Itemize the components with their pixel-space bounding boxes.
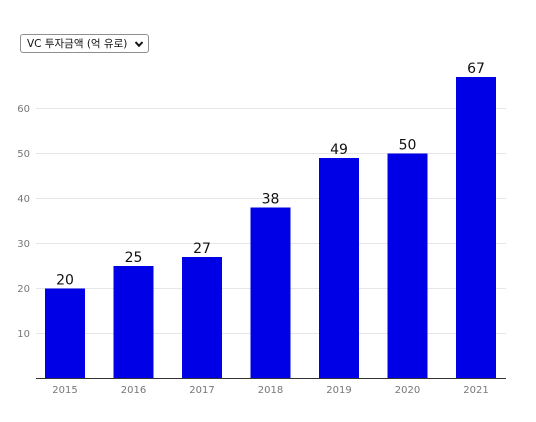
x-tick-label: 2017 — [189, 385, 214, 396]
metric-dropdown[interactable]: VC 투자금액 (억 유로) — [20, 34, 150, 53]
bar-2016 — [113, 266, 154, 379]
bar-2019 — [319, 158, 359, 379]
x-tick-label: 2016 — [121, 385, 146, 396]
x-tick-label: 2019 — [326, 385, 351, 396]
x-axis-ticks: 2015 2016 2017 2018 2019 2020 2021 — [52, 385, 488, 396]
x-tick-label: 2020 — [395, 385, 420, 396]
bar-2021 — [456, 77, 496, 379]
y-tick-label: 10 — [17, 329, 30, 340]
data-label: 27 — [193, 241, 211, 257]
bar-2017 — [182, 257, 222, 379]
data-label: 20 — [56, 273, 74, 289]
chevron-down-icon — [135, 40, 144, 47]
y-tick-label: 60 — [17, 104, 30, 115]
data-label: 49 — [330, 142, 348, 158]
x-tick-label: 2015 — [52, 385, 77, 396]
y-axis-ticks: 10 20 30 40 50 60 — [17, 104, 30, 340]
data-label: 25 — [125, 250, 143, 266]
metric-dropdown-label: VC 투자금액 (억 유로) — [27, 38, 128, 50]
y-tick-label: 50 — [17, 149, 30, 160]
bar-2018 — [250, 207, 291, 379]
data-labels: 20 25 27 38 49 50 67 — [56, 61, 485, 289]
data-label: 67 — [467, 61, 485, 77]
y-tick-label: 20 — [17, 284, 30, 295]
bars — [45, 77, 496, 379]
x-tick-label: 2018 — [258, 385, 283, 396]
bar-2015 — [45, 288, 85, 379]
y-tick-label: 40 — [17, 194, 30, 205]
data-label: 50 — [399, 138, 417, 154]
y-tick-label: 30 — [17, 239, 30, 250]
x-tick-label: 2021 — [463, 385, 488, 396]
data-label: 38 — [262, 192, 280, 208]
bar-2020 — [387, 153, 428, 379]
